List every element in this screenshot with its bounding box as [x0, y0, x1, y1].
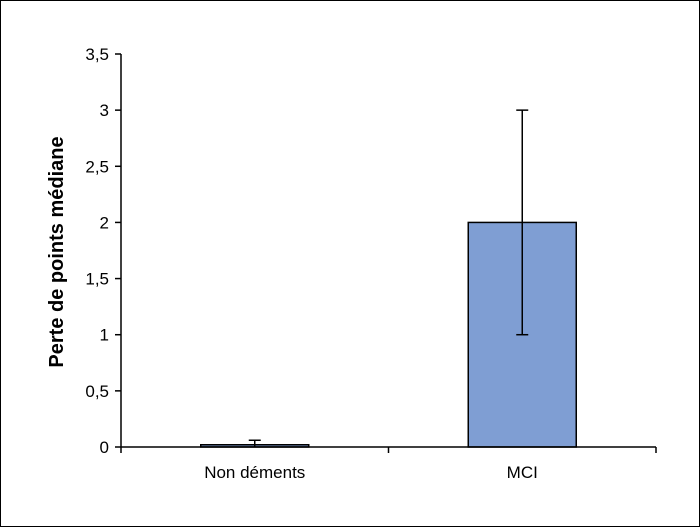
y-tick-label-4: 2 [100, 213, 109, 232]
y-tick-label-7: 3,5 [85, 45, 109, 64]
y-axis-label: Perte de points médiane [46, 136, 68, 367]
y-tick-label-2: 1 [100, 326, 109, 345]
y-tick-label-5: 2,5 [85, 157, 109, 176]
x-tick-label-2: MCI [507, 463, 538, 482]
y-tick-label-3: 1,5 [85, 270, 109, 289]
y-tick-label-0: 0 [100, 438, 109, 457]
y-tick-label-6: 3 [100, 101, 109, 120]
x-tick-label-1: Non déments [204, 463, 305, 482]
y-tick-label-1: 0,5 [85, 382, 109, 401]
plot-area: 0 0,5 1 1,5 2 2,5 3 3,5 Non déments MCI [85, 45, 657, 482]
